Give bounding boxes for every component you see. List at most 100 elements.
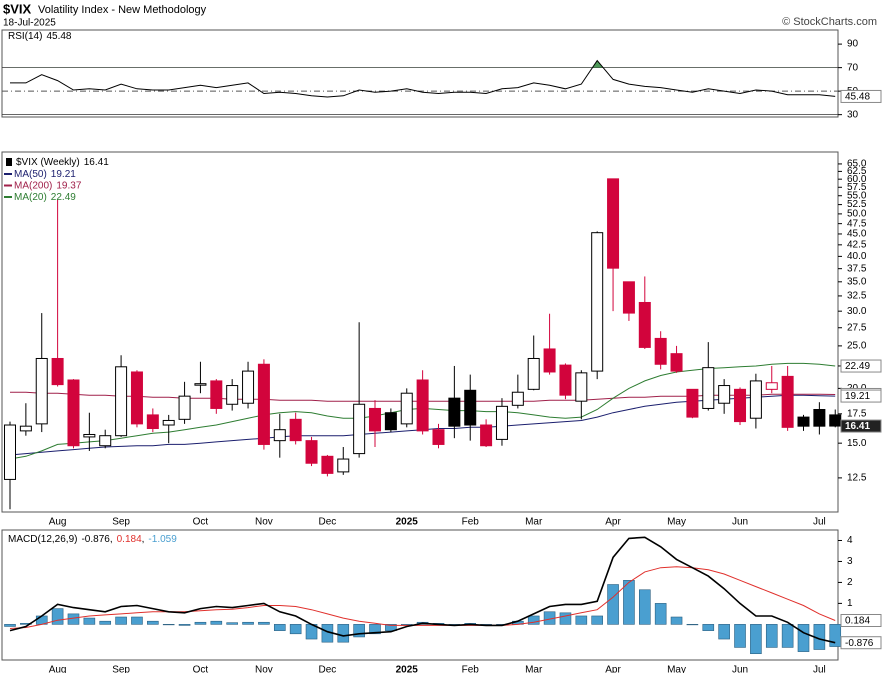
candle-body xyxy=(543,348,556,373)
y-tick-label: 37.5 xyxy=(847,263,867,274)
candle-body xyxy=(480,424,493,447)
value-tag-label: 16.41 xyxy=(845,421,870,432)
legend-text: -1.059 xyxy=(148,534,177,545)
histogram-bar xyxy=(670,616,683,625)
histogram-bar xyxy=(83,617,96,625)
legend-text: 0.184 xyxy=(117,534,142,545)
y-tick-label: 2 xyxy=(847,577,853,588)
x-tick-label: May xyxy=(667,665,686,673)
y-tick-label: 50.0 xyxy=(847,209,867,220)
candle-body xyxy=(464,389,477,426)
candle-body xyxy=(638,301,651,348)
legend-entry: MACD(12,26,9) -0.876, 0.184, -1.059 xyxy=(8,534,177,545)
x-tick-label: 2025 xyxy=(396,517,419,528)
candle-body xyxy=(289,418,302,442)
value-tag xyxy=(840,613,882,627)
histogram-bar xyxy=(527,615,540,625)
value-tag-label: 19.21 xyxy=(845,391,870,402)
legend-text: -0.876 xyxy=(81,534,110,545)
value-tag xyxy=(840,636,882,650)
legend-text: MACD(12,26,9) xyxy=(8,534,77,545)
symbol: $VIX xyxy=(3,1,32,16)
histogram-bar xyxy=(273,624,286,631)
y-tick-label: 55.0 xyxy=(847,190,867,201)
histogram-bar xyxy=(226,622,238,625)
signal-line xyxy=(9,566,836,629)
histogram-bar xyxy=(99,620,112,625)
histogram-bar xyxy=(369,624,381,635)
histogram-bar xyxy=(623,580,635,625)
y-tick-label: 1 xyxy=(847,598,853,609)
x-tick-label: Apr xyxy=(605,517,621,528)
histogram-bar xyxy=(20,623,32,625)
candle-body xyxy=(178,395,191,420)
rsi-line xyxy=(10,59,836,98)
legend-entry: MA(200) 19.37 xyxy=(14,180,82,191)
legend-text: 22.49 xyxy=(51,192,76,203)
value-tag xyxy=(840,89,882,103)
legend-entry: MA(50) 19.21 xyxy=(14,169,76,180)
candle-body xyxy=(495,405,508,440)
candle-body xyxy=(242,370,255,404)
x-tick-label: 2025 xyxy=(396,665,419,673)
y-tick-label: 12.5 xyxy=(847,473,867,484)
legend-text: MA(50) xyxy=(14,169,47,180)
value-tag xyxy=(840,419,882,433)
candle-body xyxy=(146,414,159,430)
histogram-bar xyxy=(210,620,223,625)
legend-text: MA(20) xyxy=(14,192,47,203)
candle-body xyxy=(448,397,461,427)
legend-text: MA(200) xyxy=(14,180,52,191)
candle-body xyxy=(607,178,620,269)
histogram-bar xyxy=(4,624,16,627)
candle-body xyxy=(257,363,270,445)
candle-body xyxy=(829,414,842,427)
value-tag-label: 22.49 xyxy=(845,361,870,372)
legend-icon xyxy=(6,158,12,166)
candle-body xyxy=(35,357,48,425)
legend-separator: , xyxy=(142,534,145,545)
histogram-bar xyxy=(829,624,842,647)
y-tick-label: 4 xyxy=(847,535,853,546)
candle-body xyxy=(781,375,794,428)
y-tick-label: 25.0 xyxy=(847,341,867,352)
legend-text: 16.41 xyxy=(84,157,109,168)
histogram-bar xyxy=(781,624,794,648)
legend-text: RSI(14) xyxy=(8,31,42,42)
candle-body xyxy=(622,281,635,314)
histogram-bar xyxy=(115,616,127,625)
histogram-bar xyxy=(607,584,619,625)
value-tag-label: 45.48 xyxy=(845,92,870,103)
histogram-bar xyxy=(353,624,365,638)
x-tick-label: Oct xyxy=(193,665,209,673)
rsi-panel xyxy=(1,29,839,118)
y-tick-label: 40.0 xyxy=(847,251,867,262)
histogram-bar xyxy=(131,616,143,625)
x-tick-label: Apr xyxy=(605,665,621,673)
candle-body xyxy=(384,412,397,431)
candle-body xyxy=(400,392,413,425)
legend-entry: RSI(14) 45.48 xyxy=(8,31,72,42)
x-tick-label: Dec xyxy=(319,517,337,528)
y-tick-label: 17.5 xyxy=(847,408,867,419)
candle-body xyxy=(559,364,572,396)
legend-separator: , xyxy=(110,534,113,545)
histogram-bar xyxy=(654,603,667,625)
candle-body xyxy=(353,403,366,455)
y-tick-label: 27.5 xyxy=(847,322,867,333)
chart-date: 18-Jul-2025 xyxy=(3,18,56,29)
candle-body xyxy=(527,357,540,390)
y-tick-label: 35.0 xyxy=(847,276,867,287)
legend-text: $VIX (Weekly) xyxy=(16,157,80,168)
candle-body xyxy=(702,367,715,409)
candle-body xyxy=(130,371,143,425)
y-tick-label: 52.5 xyxy=(847,199,867,210)
legend-entry: MA(20) 22.49 xyxy=(14,192,76,203)
histogram-bar xyxy=(750,624,762,655)
candle-body xyxy=(511,391,524,406)
x-tick-label: Sep xyxy=(112,665,130,673)
y-tick-label: 30.0 xyxy=(847,306,867,317)
x-tick-label: Feb xyxy=(462,665,480,673)
histogram-bar xyxy=(178,624,191,626)
